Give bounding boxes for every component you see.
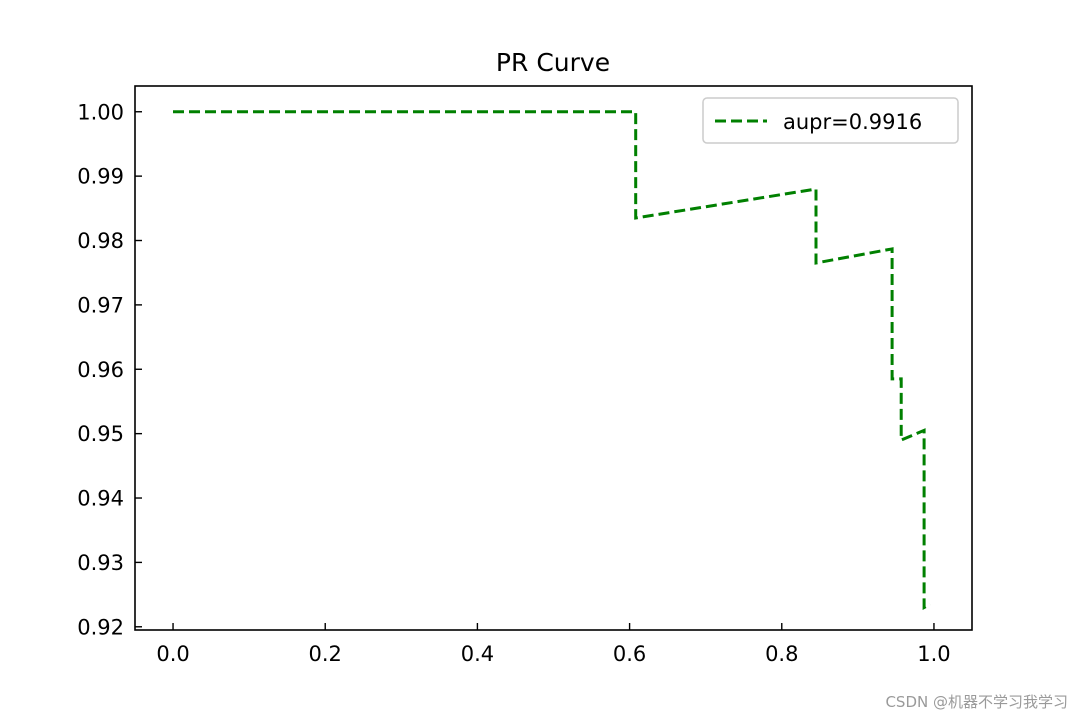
- x-tick-label: 1.0: [917, 642, 950, 666]
- x-tick-label: 0.6: [613, 642, 646, 666]
- legend: aupr=0.9916: [702, 97, 959, 144]
- legend-label: aupr=0.9916: [783, 110, 922, 134]
- plot-area: [173, 110, 931, 611]
- y-tick-label: 0.95: [77, 422, 124, 446]
- x-tick-label: 0.4: [461, 642, 494, 666]
- y-tick-label: 0.94: [77, 487, 124, 511]
- series-line-0: [173, 110, 931, 611]
- y-tick-label: 0.96: [77, 358, 124, 382]
- watermark: CSDN @机器不学习我学习: [885, 693, 1068, 711]
- axes: 0.0 0.2 0.4 0.6 0.8 1.0 0.92 0.93 0.94 0.95 0.96 0.…: [77, 85, 973, 666]
- y-tick-label: 0.99: [77, 165, 124, 189]
- y-tick-label: 0.93: [77, 551, 124, 575]
- axes-frame: [134, 85, 973, 631]
- y-tick-label: 0.97: [77, 293, 124, 317]
- y-tick-label: 1.00: [77, 100, 124, 124]
- x-tick-label: 0.0: [156, 642, 189, 666]
- y-tick-label: 0.98: [77, 229, 124, 253]
- chart-title: PR Curve: [496, 48, 610, 77]
- legend-box: [702, 97, 959, 144]
- y-tick-label: 0.92: [77, 615, 124, 639]
- x-tick-label: 0.2: [309, 642, 342, 666]
- x-tick-label: 0.8: [765, 642, 798, 666]
